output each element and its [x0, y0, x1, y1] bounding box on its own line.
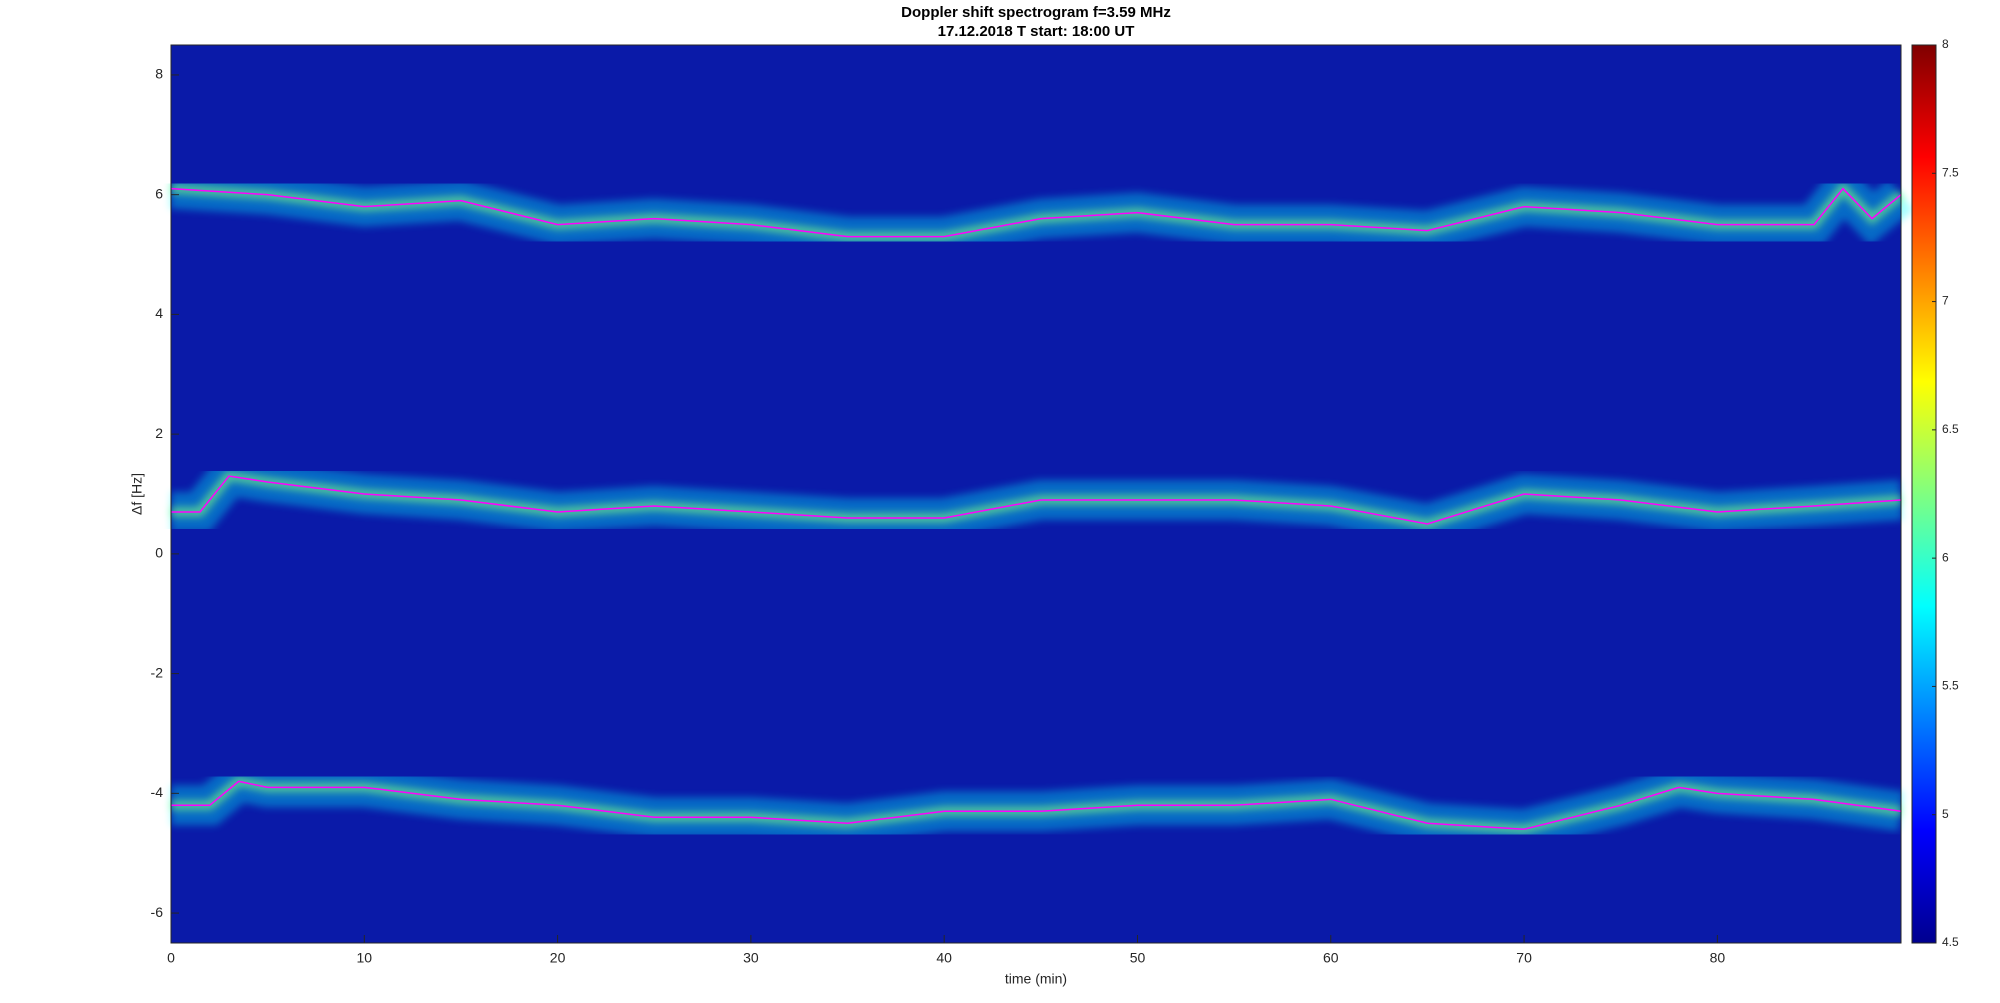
- plot-frame: [170, 44, 1902, 944]
- x-tick-label: 60: [1323, 950, 1339, 966]
- x-tick-label: 70: [1516, 950, 1532, 966]
- colorbar-tick-label: 8: [1942, 37, 1949, 51]
- y-tick-label: -6: [151, 904, 164, 920]
- y-tick-label: 4: [155, 305, 163, 321]
- colorbar-tick-label: 6: [1942, 550, 1949, 564]
- x-tick-label: 0: [167, 950, 175, 966]
- trace-line: [170, 187, 1902, 238]
- y-tick-label: 8: [155, 66, 163, 82]
- x-tick-label: 50: [1130, 950, 1146, 966]
- colorbar-tick-label: 4.5: [1942, 935, 1959, 949]
- x-axis-label: time (min): [1005, 971, 1067, 987]
- colorbar-tick-label: 7: [1942, 294, 1949, 308]
- colorbar: [1911, 44, 1937, 944]
- trace-line: [171, 780, 1902, 831]
- chart-title: Doppler shift spectrogram f=3.59 MHz: [901, 4, 1171, 21]
- colorbar-tick-label: 7.5: [1942, 165, 1959, 179]
- x-tick-label: 20: [550, 950, 566, 966]
- x-tick-label: 80: [1710, 950, 1726, 966]
- colorbar-tick-label: 6.5: [1942, 422, 1959, 436]
- y-tick-label: -2: [151, 664, 164, 680]
- x-tick-label: 40: [936, 950, 952, 966]
- colorbar-tick-label: 5.5: [1942, 679, 1959, 693]
- y-tick-label: 6: [155, 185, 163, 201]
- colorbar-tick-label: 5: [1942, 807, 1949, 821]
- x-tick-label: 30: [743, 950, 759, 966]
- x-tick-label: 10: [357, 950, 373, 966]
- y-axis-label: Δf [Hz]: [129, 473, 145, 515]
- y-tick-label: 0: [155, 545, 163, 561]
- chart-subtitle: 17.12.2018 T start: 18:00 UT: [938, 23, 1135, 40]
- y-tick-label: 2: [155, 425, 163, 441]
- y-tick-label: -4: [151, 784, 164, 800]
- trace-line: [171, 475, 1902, 525]
